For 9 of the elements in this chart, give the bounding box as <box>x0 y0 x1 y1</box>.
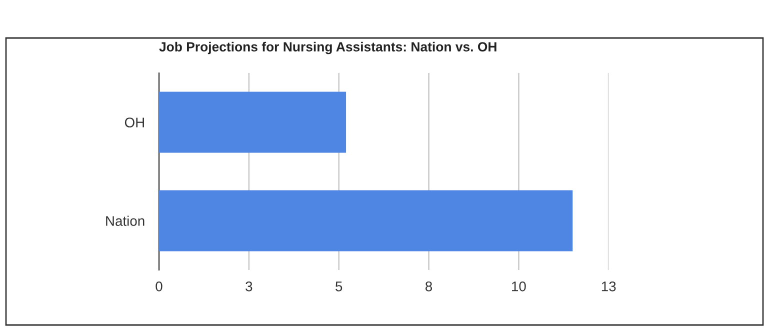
x-tick-label: 3 <box>246 281 252 292</box>
x-tick-label: 5 <box>336 282 342 292</box>
y-tick-label: OH <box>124 118 144 128</box>
y-tick-label: Nation <box>106 216 144 226</box>
x-tick-label: 10 <box>512 281 526 292</box>
x-tick-label: 0 <box>156 281 162 292</box>
chart-title: Job Projections for Nursing Assistants: Nation vs. OH <box>159 42 496 54</box>
x-tick-label: 8 <box>426 281 432 292</box>
x-tick-label: 13 <box>602 281 616 292</box>
